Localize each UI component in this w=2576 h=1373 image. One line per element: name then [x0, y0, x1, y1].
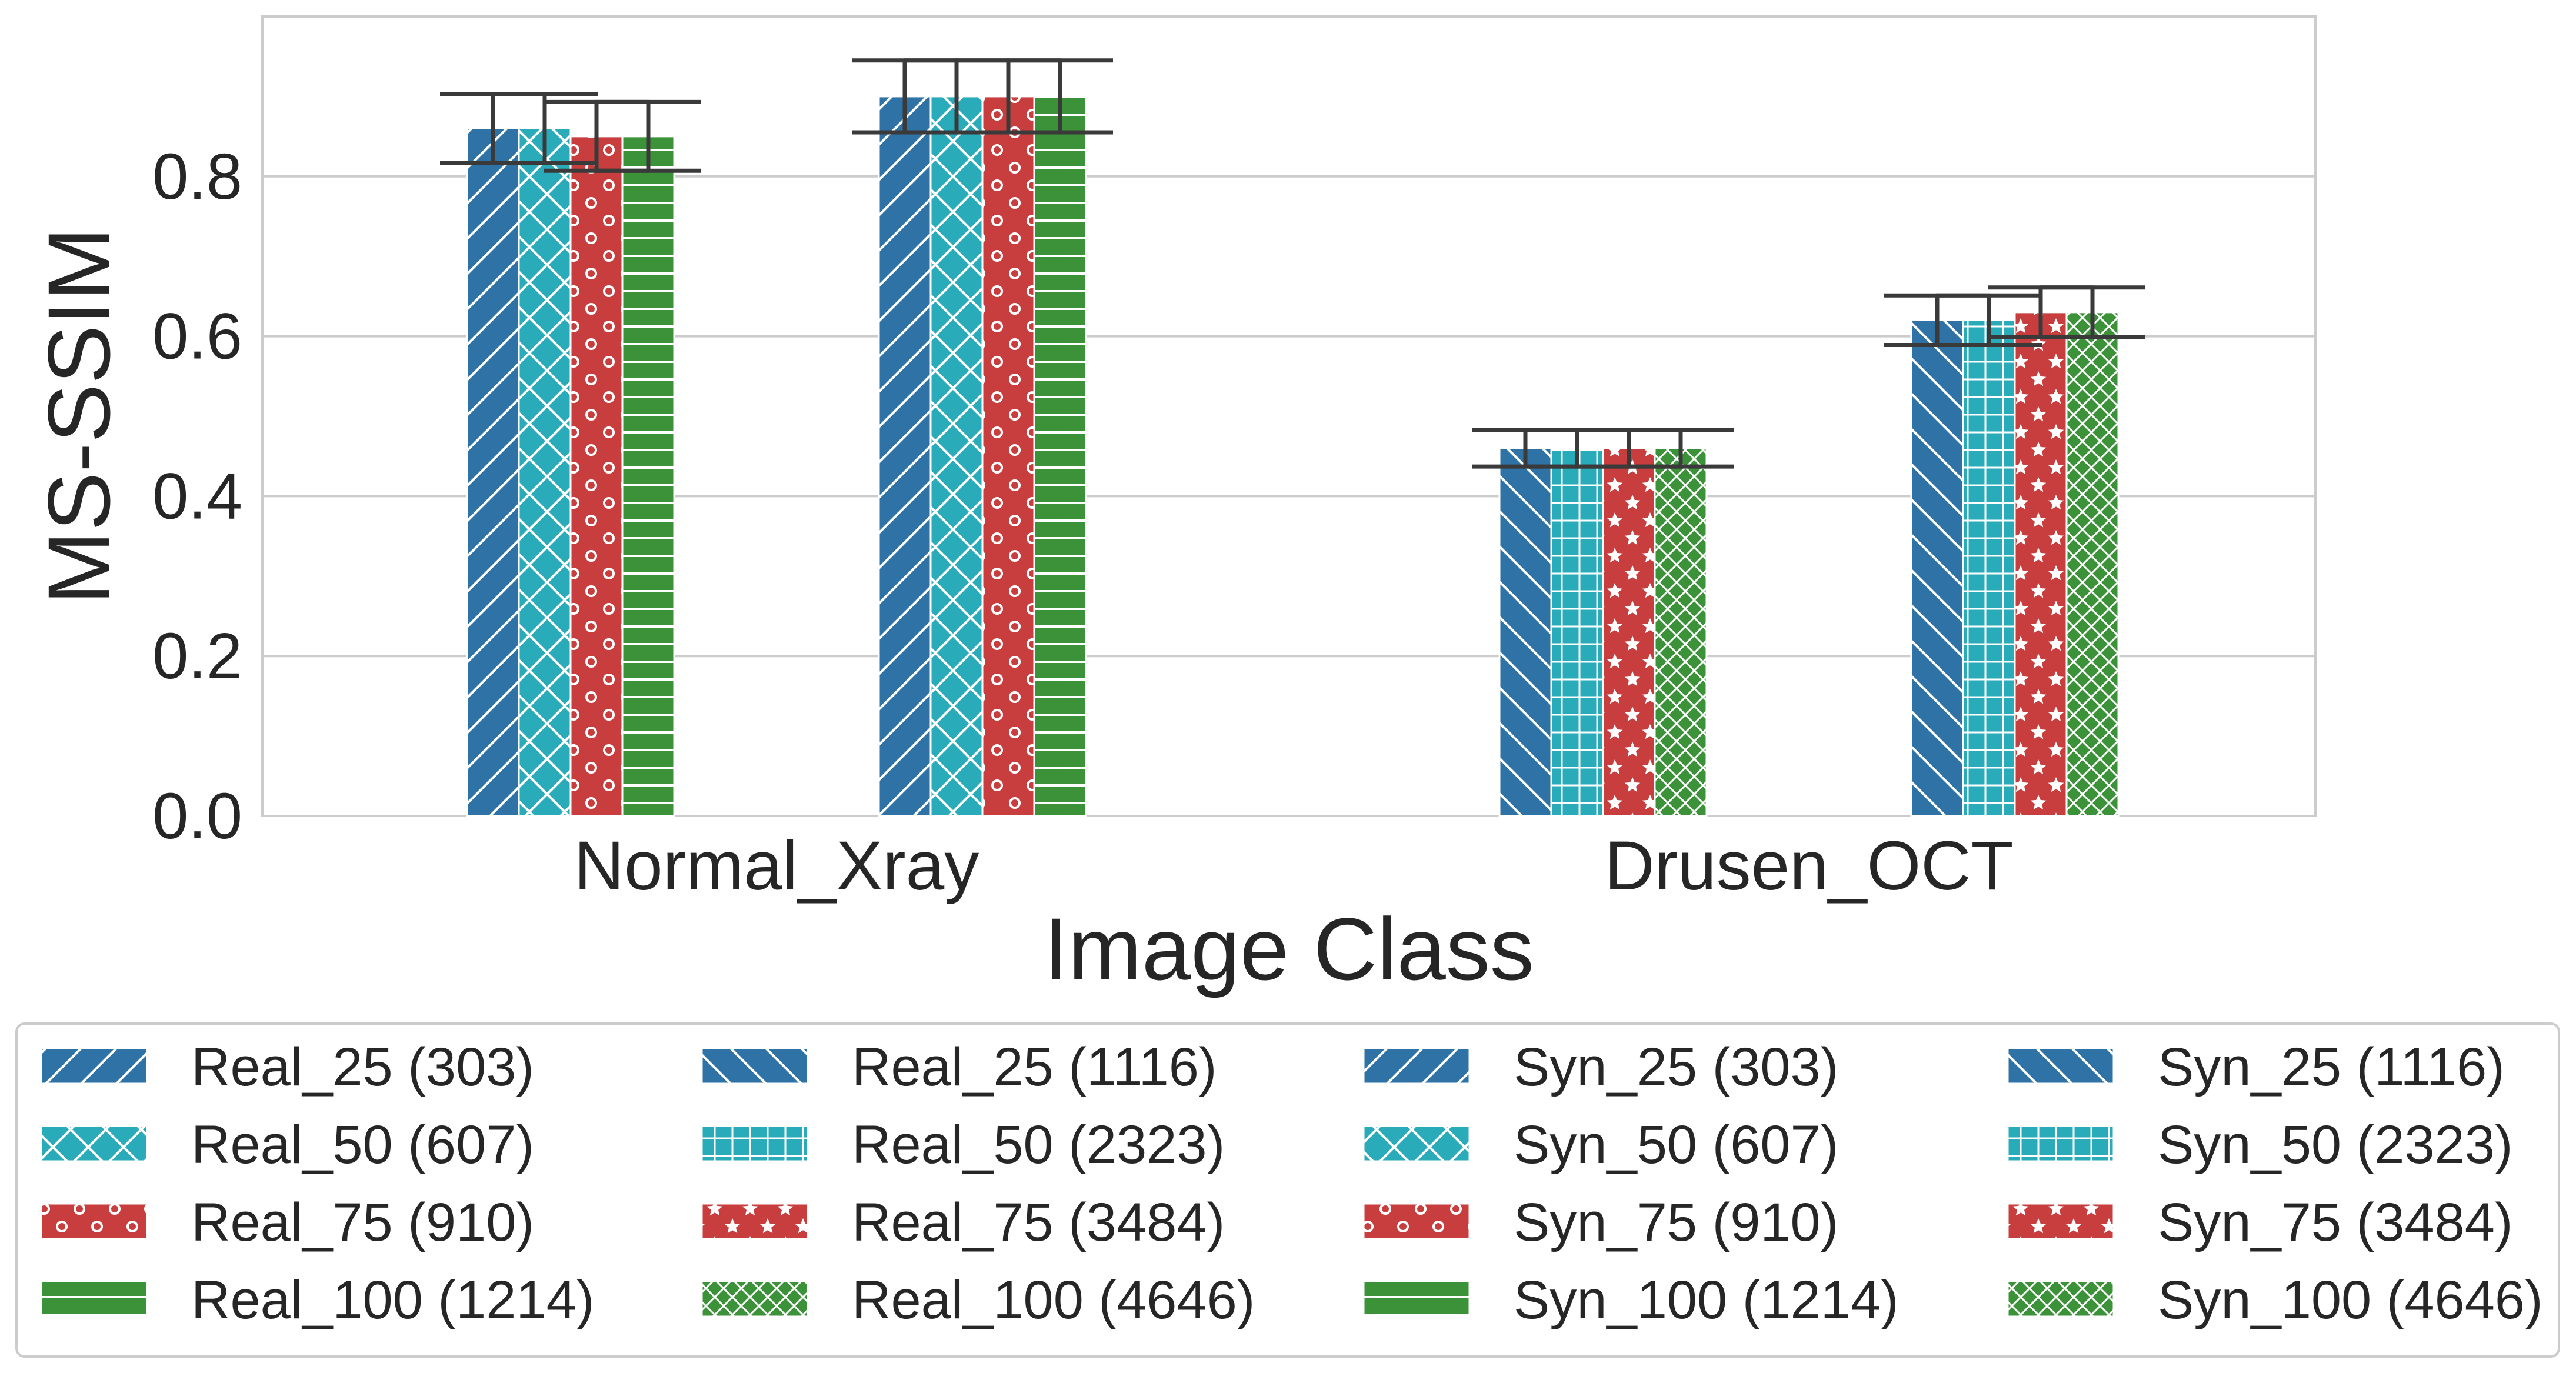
legend-swatch — [1362, 1125, 1471, 1162]
legend-swatch — [701, 1280, 809, 1318]
y-tick-label: 0.2 — [152, 620, 242, 692]
x-tick-label: Drusen_OCT — [1604, 827, 2013, 905]
legend-label: Syn_100 (4646) — [2158, 1270, 2543, 1330]
legend-swatch — [2007, 1202, 2115, 1240]
legend-label: Real_50 (607) — [191, 1115, 534, 1175]
bar — [569, 135, 624, 817]
legend-label: Syn_50 (607) — [1514, 1115, 1838, 1175]
bar — [981, 95, 1035, 817]
legend-swatch — [701, 1047, 809, 1085]
legend-label: Syn_50 (2323) — [2158, 1115, 2513, 1175]
bar — [1498, 447, 1552, 817]
bar — [1654, 447, 1708, 817]
legend-swatch — [1362, 1047, 1471, 1085]
legend-label: Syn_25 (303) — [1514, 1037, 1838, 1097]
legend-label: Real_100 (4646) — [852, 1270, 1255, 1330]
legend-label: Syn_100 (1214) — [1514, 1270, 1899, 1330]
bar — [1910, 319, 1964, 817]
x-tick-label: Normal_Xray — [574, 827, 979, 905]
bar — [2065, 311, 2120, 817]
bar — [518, 127, 572, 817]
bar — [1962, 319, 2016, 817]
x-axis-label: Image Class — [1044, 899, 1534, 998]
bar — [878, 95, 932, 817]
legend-swatch — [1362, 1202, 1471, 1240]
legend-label: Syn_75 (3484) — [2158, 1192, 2513, 1252]
legend-label: Real_50 (2323) — [852, 1115, 1225, 1175]
legend-swatch — [701, 1125, 809, 1162]
legend-swatch — [40, 1280, 148, 1318]
legend-swatch — [1362, 1280, 1471, 1318]
y-tick-label: 0.8 — [152, 141, 242, 213]
bar — [2014, 311, 2068, 817]
legend-swatch — [2007, 1280, 2115, 1318]
legend-label: Real_25 (1116) — [852, 1037, 1217, 1097]
legend-swatch — [40, 1047, 148, 1085]
legend-label: Syn_75 (910) — [1514, 1192, 1838, 1252]
legend-swatch — [40, 1202, 148, 1240]
legend-label: Real_75 (910) — [191, 1192, 534, 1252]
bar — [929, 95, 984, 817]
legend-box — [15, 1022, 2560, 1358]
bar — [466, 127, 520, 817]
y-tick-label: 0.0 — [152, 780, 242, 852]
y-tick-label: 0.4 — [152, 460, 242, 532]
legend-label: Real_25 (303) — [191, 1037, 534, 1097]
legend-swatch — [2007, 1047, 2115, 1085]
legend-swatch — [40, 1125, 148, 1162]
bar — [1550, 447, 1604, 817]
legend-label: Real_100 (1214) — [191, 1270, 594, 1330]
legend-swatch — [701, 1202, 809, 1240]
y-tick-label: 0.6 — [152, 301, 242, 373]
legend-label: Syn_25 (1116) — [2158, 1037, 2505, 1097]
y-axis-label: MS-SSIM — [29, 227, 128, 605]
bar — [1602, 447, 1656, 817]
bar — [1033, 95, 1087, 817]
bar — [621, 135, 675, 817]
legend-label: Real_75 (3484) — [852, 1192, 1225, 1252]
legend-swatch — [2007, 1125, 2115, 1162]
